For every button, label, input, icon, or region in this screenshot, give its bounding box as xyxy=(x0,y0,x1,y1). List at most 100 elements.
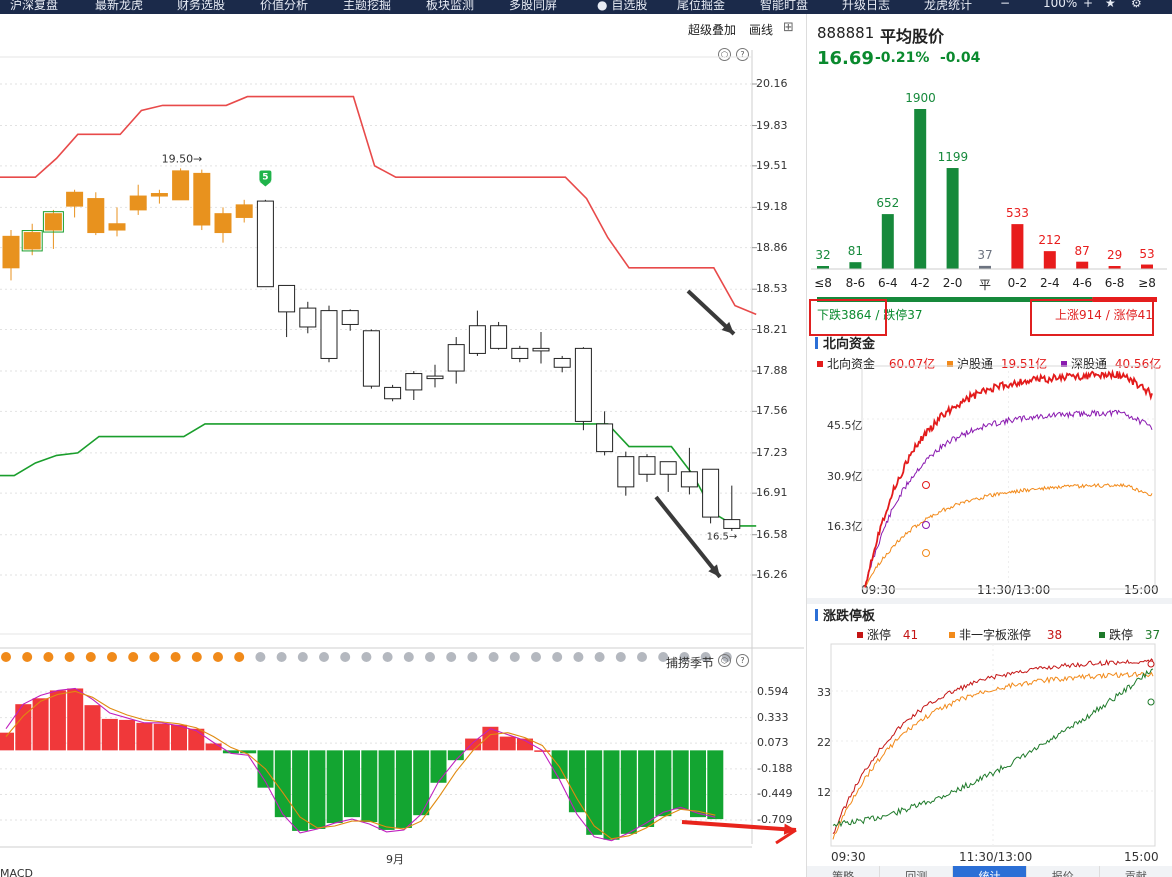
down-summary-highlight xyxy=(809,299,887,336)
candle-body xyxy=(405,373,423,391)
distribution-bar xyxy=(979,265,991,269)
help-icon[interactable]: ? xyxy=(736,48,749,61)
candlestick xyxy=(532,332,550,364)
indicator-settings-icon[interactable]: ⬡ xyxy=(718,654,731,667)
north-legend-sz-value: 40.56亿 xyxy=(1114,357,1162,371)
candle-body xyxy=(447,344,465,372)
signal-dot xyxy=(552,652,563,662)
macd-tab[interactable]: MACD xyxy=(0,867,33,877)
distribution-bin-label: 8-6 xyxy=(845,276,866,290)
tab-statistics[interactable]: 统计 xyxy=(953,866,1027,877)
candle-body xyxy=(44,213,62,231)
annotation-arrow-red-tail xyxy=(775,828,797,845)
settings-hex-icon[interactable]: ⬡ xyxy=(718,48,731,61)
candle-body xyxy=(129,195,147,211)
nav-item-sector-monitor[interactable]: 板块监测 xyxy=(426,0,475,12)
signal-dot xyxy=(170,652,181,662)
distribution-count: 37 xyxy=(977,247,993,262)
limit-board-chart[interactable] xyxy=(807,634,1172,854)
signal-dot xyxy=(340,652,351,662)
limit-line-down xyxy=(832,668,1154,828)
nav-item-theme-mining[interactable]: 主题挖掘 xyxy=(343,0,392,12)
signal-dot xyxy=(297,652,308,662)
price-tick-label: 19.51 xyxy=(756,158,788,172)
annotation-arrow xyxy=(654,495,722,579)
zoom-out-icon[interactable]: − xyxy=(1000,0,1011,10)
distribution-bin-label: 2-0 xyxy=(942,276,963,290)
distribution-bar xyxy=(1043,251,1056,269)
distribution-bin-label: 平 xyxy=(978,278,991,292)
north-legend-sz-label: 深股通 xyxy=(1071,357,1108,371)
nav-item-dragon-tiger[interactable]: 最新龙虎 xyxy=(95,0,144,12)
price-tick-label: 16.26 xyxy=(756,568,788,581)
signal-dot xyxy=(234,652,245,662)
tab-backtest[interactable]: 回测 xyxy=(880,866,954,877)
limit-board-title-text: 涨跌停板 xyxy=(823,609,876,624)
indicator-tick-label: -0.449 xyxy=(757,787,793,801)
candle-body xyxy=(532,347,550,352)
candle-body xyxy=(256,200,274,288)
up-summary-highlight xyxy=(1030,299,1154,336)
signal-dot xyxy=(213,652,223,662)
distribution-bar xyxy=(1076,261,1089,269)
nav-item-value-analysis[interactable]: 价值分析 xyxy=(260,0,309,12)
settings-icon[interactable]: ⚙ xyxy=(1131,0,1142,10)
month-label: 9月 xyxy=(386,853,404,866)
tab-contribution[interactable]: 贡献 xyxy=(1099,866,1172,877)
tab-quotes[interactable]: 报价 xyxy=(1026,866,1100,877)
distribution-count: 32 xyxy=(815,248,831,262)
limit-marker-dot xyxy=(1147,698,1155,706)
limit-xtick: 11:30/13:00 xyxy=(959,850,1033,864)
distribution-bin-label: 4-2 xyxy=(910,276,930,290)
indicator-name-button[interactable]: 捕捞季节 xyxy=(666,656,715,670)
candle-body xyxy=(426,375,444,380)
candle-body xyxy=(172,170,190,201)
indicator-bar xyxy=(430,750,447,783)
favorite-star-icon[interactable]: ★ xyxy=(1105,0,1116,10)
signal-dot xyxy=(467,652,478,662)
annotation-arrow-shaft xyxy=(654,495,722,579)
grid-layout-icon[interactable]: ⊞ xyxy=(783,20,794,35)
north-fund-chart[interactable] xyxy=(807,364,1172,624)
distribution-bin-label: ≤8 xyxy=(814,276,832,290)
north-ytick: 16.3亿 xyxy=(827,520,863,533)
nav-item-dragon-stats[interactable]: 龙虎统计 xyxy=(924,0,973,12)
signal-dot xyxy=(255,652,266,662)
zoom-in-icon[interactable]: + xyxy=(1083,0,1094,10)
nav-item-multi-stock[interactable]: 多股同屏 xyxy=(509,0,558,12)
indicator-bar xyxy=(655,750,672,817)
legend-square-icon xyxy=(857,632,863,638)
nav-item-review[interactable]: 沪深复盘 xyxy=(10,0,59,12)
candlestick xyxy=(638,454,656,482)
kline-chart[interactable]: 19.50→ 5 16.5→ xyxy=(0,14,804,877)
distribution-bin-label: 0-2 xyxy=(1007,276,1028,290)
nav-item-tail-gold[interactable]: 尾位掘金 xyxy=(677,0,726,12)
limit-ytick: 22 xyxy=(817,736,831,749)
annotation-arrow-head xyxy=(721,321,734,334)
price-tick-label: 18.21 xyxy=(756,322,788,336)
nav-item-financial-screen[interactable]: 财务选股 xyxy=(177,0,226,12)
signal-dot xyxy=(509,652,520,662)
super-overlay-button[interactable]: 超级叠加 xyxy=(688,23,737,37)
north-line-shenzhen xyxy=(864,409,1153,588)
nav-item-upgrade-log[interactable]: 升级日志 xyxy=(842,0,891,12)
signal-badge-box xyxy=(259,170,272,182)
annotation-arrow-head xyxy=(708,564,720,577)
limit-ytick: 12 xyxy=(817,786,831,799)
north-line-total xyxy=(864,368,1153,588)
candlestick xyxy=(299,301,317,334)
nav-item-watchlist[interactable]: ● 自选股 xyxy=(597,0,647,13)
limit-legend-down-label: 跌停 xyxy=(1109,628,1134,642)
candlestick xyxy=(574,347,592,431)
price-tick-label: 17.56 xyxy=(756,404,788,418)
nav-item-smart-monitor[interactable]: 智能盯盘 xyxy=(760,0,809,12)
indicator-help-icon[interactable]: ? xyxy=(736,654,749,667)
candlestick xyxy=(362,329,380,389)
tab-strategy[interactable]: 策略 xyxy=(807,866,881,877)
draw-line-button[interactable]: 画线 xyxy=(749,23,774,37)
indicator-bar xyxy=(517,738,533,751)
north-xtick: 09:30 xyxy=(861,583,896,597)
distribution-bin-label: 6-8 xyxy=(1104,276,1125,290)
distribution-count: 212 xyxy=(1038,233,1062,248)
indicator-bar xyxy=(67,688,84,751)
